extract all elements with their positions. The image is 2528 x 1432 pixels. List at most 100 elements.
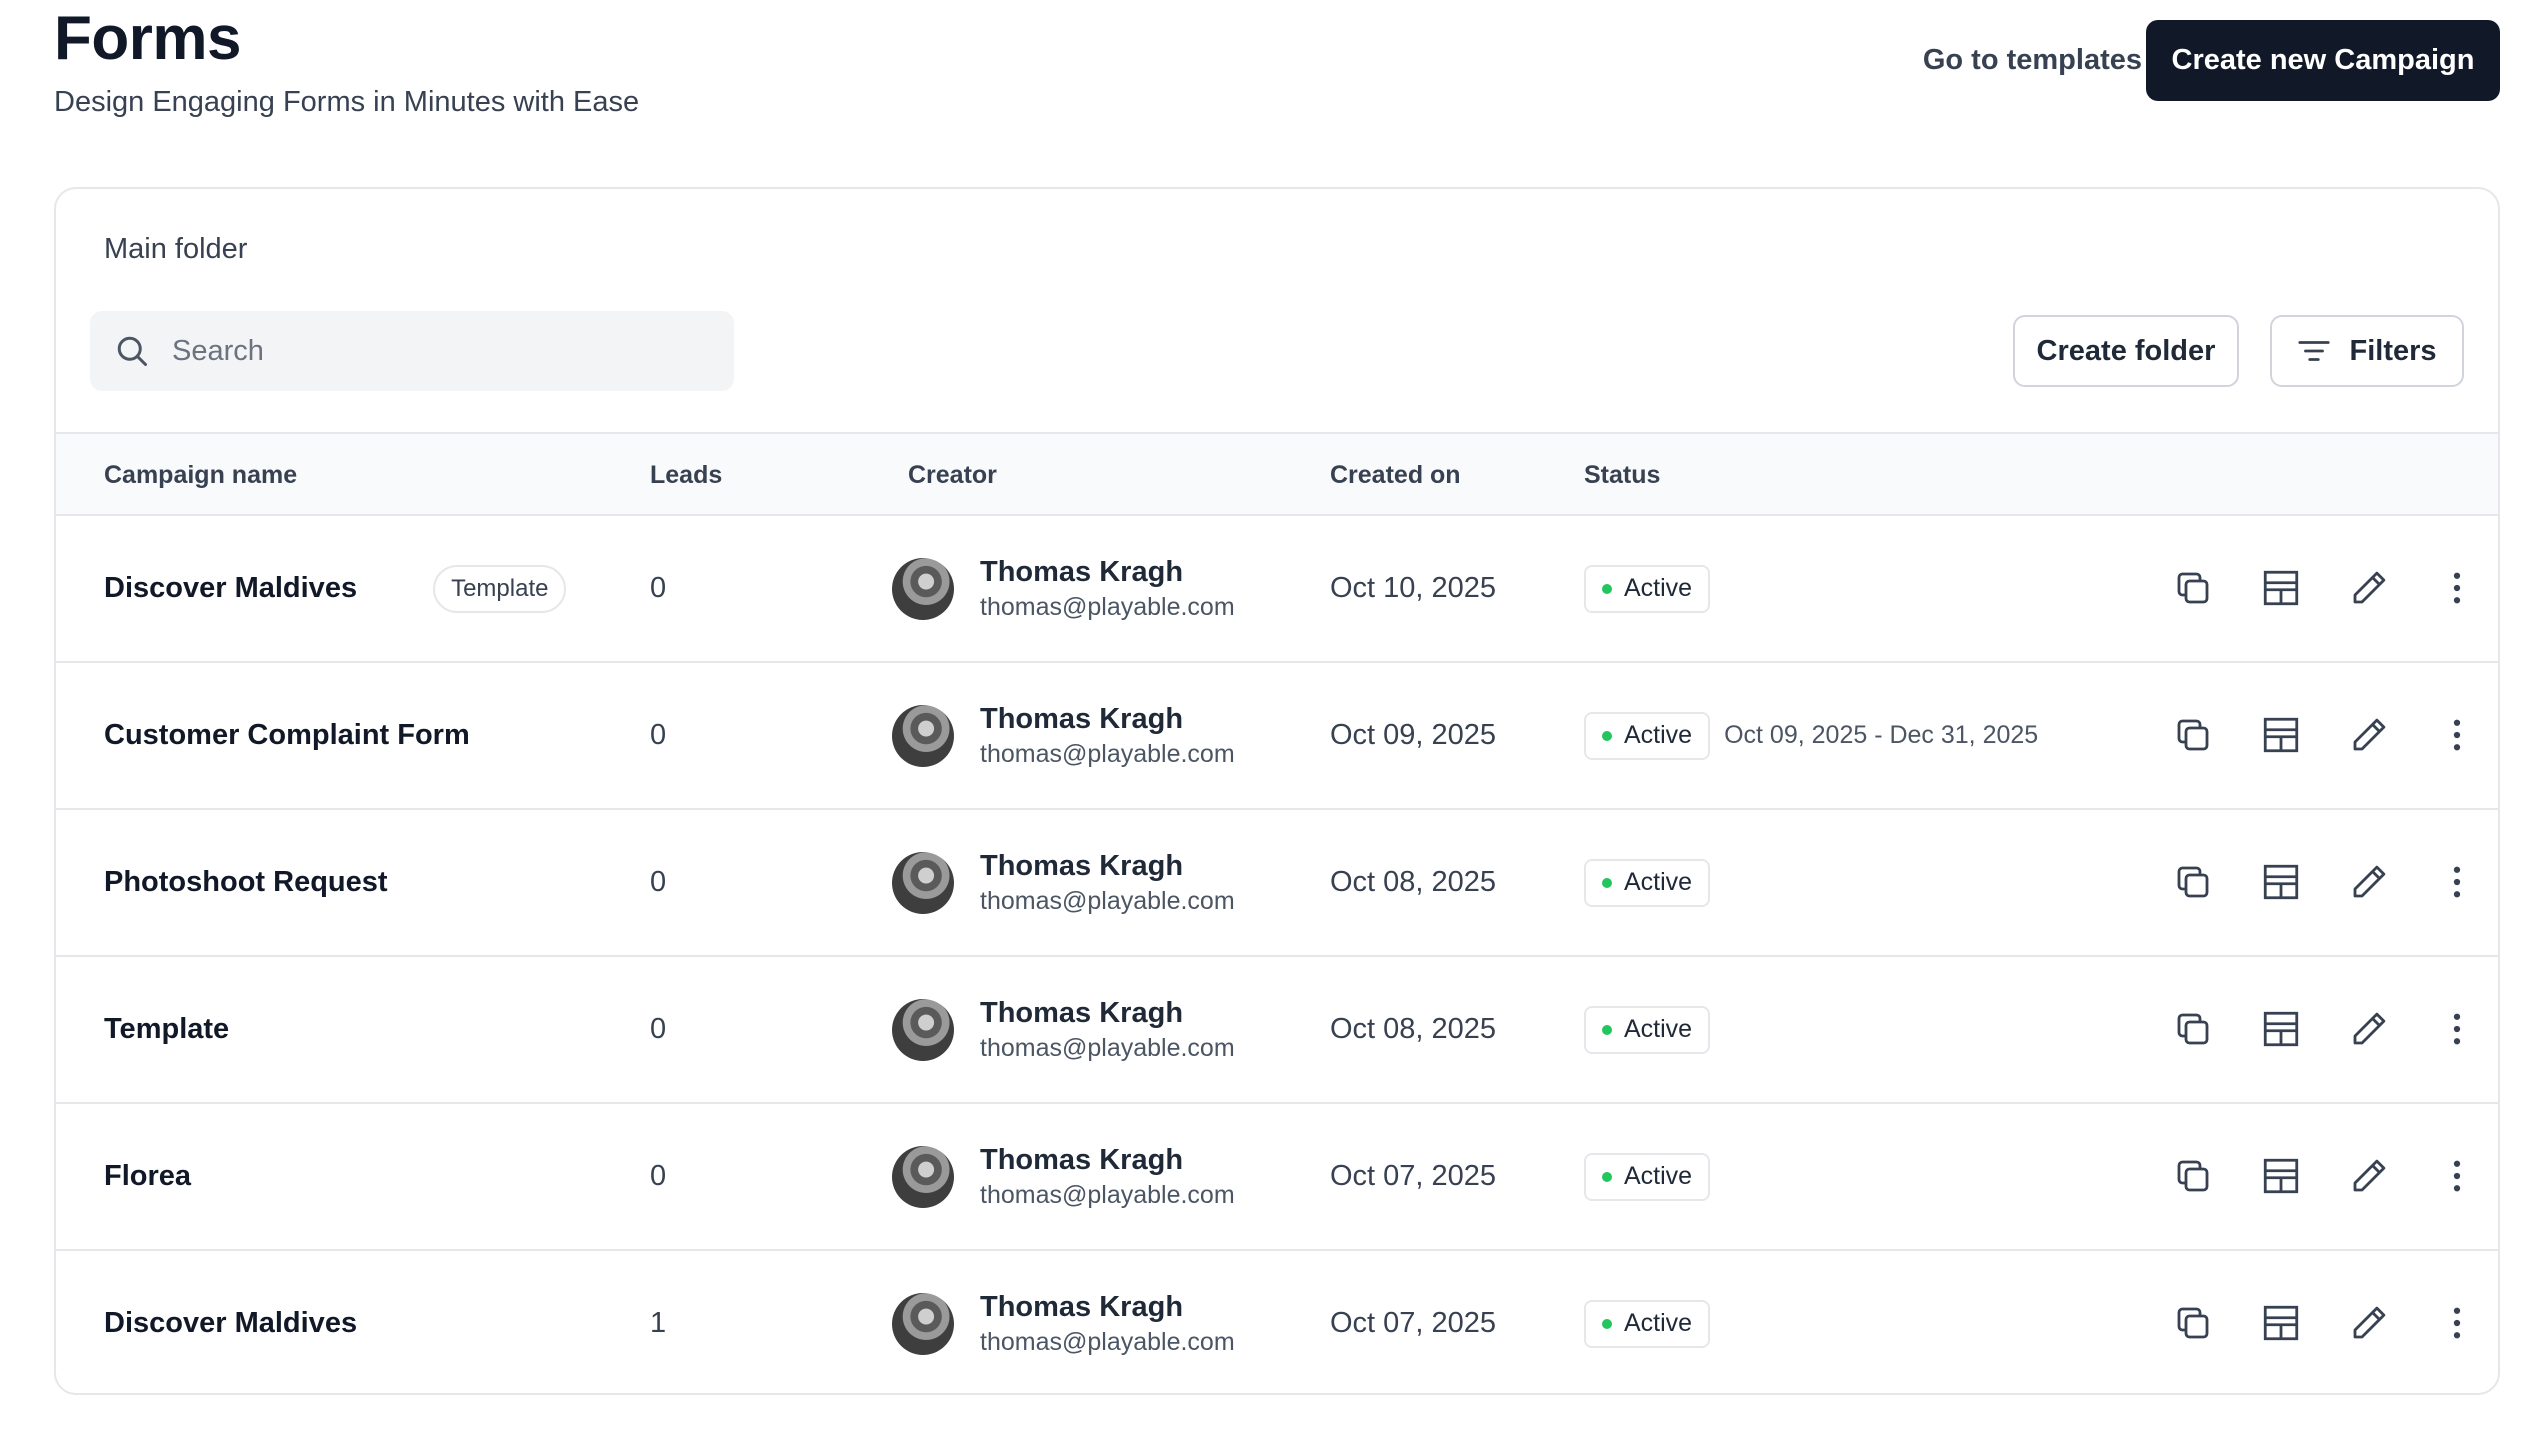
create-folder-button[interactable]: Create folder (2013, 315, 2239, 387)
status-cell: Active (1584, 516, 1711, 661)
table-row[interactable]: Customer Complaint Form 0 Thomas Kragh thom… (56, 663, 2498, 810)
creator-email: thomas@playable.com (980, 1327, 1235, 1356)
status-badge: Active (1584, 711, 1711, 760)
status-dot-icon (1602, 730, 1612, 741)
campaign-name-cell: Discover Maldives Template (104, 516, 567, 661)
more-vertical-button[interactable] (2436, 1009, 2478, 1051)
column-creator: Creator (908, 461, 997, 489)
layout-button[interactable] (2260, 568, 2302, 610)
pencil-button[interactable] (2348, 862, 2390, 904)
more-vertical-button[interactable] (2436, 1303, 2478, 1345)
search-input[interactable] (172, 334, 692, 368)
search-box[interactable] (90, 311, 734, 391)
created-on-date: Oct 08, 2025 (1330, 1013, 1497, 1045)
create-campaign-button[interactable]: Create new Campaign (2146, 20, 2500, 101)
layout-button[interactable] (2260, 862, 2302, 904)
pencil-icon (2348, 861, 2390, 906)
pencil-button[interactable] (2348, 568, 2390, 610)
copy-button[interactable] (2172, 862, 2214, 904)
creator-cell: Thomas Kragh thomas@playable.com (892, 810, 1235, 955)
campaign-name[interactable]: Discover Maldives (104, 1307, 358, 1339)
creator-cell: Thomas Kragh thomas@playable.com (892, 957, 1235, 1102)
go-to-templates-link[interactable]: Go to templates (1923, 38, 2142, 82)
copy-icon (2172, 567, 2214, 612)
creator-name: Thomas Kragh (980, 996, 1184, 1029)
status-cell: Active (1584, 1251, 1711, 1393)
campaign-name[interactable]: Photoshoot Request (104, 866, 388, 898)
status-badge: Active (1584, 1152, 1711, 1201)
creator-name: Thomas Kragh (980, 702, 1184, 735)
created-on-date: Oct 10, 2025 (1330, 572, 1497, 604)
status-cell: Active (1584, 957, 1711, 1102)
layout-button[interactable] (2260, 1009, 2302, 1051)
pencil-icon (2348, 1008, 2390, 1053)
creator-name: Thomas Kragh (980, 1143, 1184, 1176)
copy-button[interactable] (2172, 715, 2214, 757)
status-dot-icon (1602, 1024, 1612, 1035)
campaign-name-cell: Photoshoot Request (104, 810, 388, 955)
leads-count: 0 (650, 866, 667, 898)
status-badge: Active (1584, 1005, 1711, 1054)
created-on-date: Oct 07, 2025 (1330, 1307, 1497, 1339)
creator-email: thomas@playable.com (980, 1033, 1235, 1062)
copy-icon (2172, 861, 2214, 906)
creator-email: thomas@playable.com (980, 739, 1235, 768)
campaign-name[interactable]: Discover Maldives (104, 572, 358, 604)
campaign-name[interactable]: Florea (104, 1160, 192, 1192)
copy-button[interactable] (2172, 1156, 2214, 1198)
status-label: Active (1624, 574, 1693, 602)
layout-button[interactable] (2260, 1156, 2302, 1198)
pencil-button[interactable] (2348, 1303, 2390, 1345)
avatar (892, 557, 954, 620)
avatar (892, 1145, 954, 1208)
more-vertical-button[interactable] (2436, 715, 2478, 757)
copy-icon (2172, 1155, 2214, 1200)
more-vertical-button[interactable] (2436, 1156, 2478, 1198)
status-dot-icon (1602, 583, 1612, 594)
copy-button[interactable] (2172, 568, 2214, 610)
status-badge: Active (1584, 1299, 1711, 1348)
layout-button[interactable] (2260, 715, 2302, 757)
campaign-name[interactable]: Customer Complaint Form (104, 719, 470, 751)
campaign-name-cell: Discover Maldives (104, 1251, 358, 1393)
pencil-button[interactable] (2348, 1156, 2390, 1198)
status-badge: Active (1584, 858, 1711, 907)
status-label: Active (1624, 721, 1693, 749)
creator-email: thomas@playable.com (980, 592, 1235, 621)
creator-email: thomas@playable.com (980, 886, 1235, 915)
table-row[interactable]: Discover Maldives 1 Thomas Kragh thomas@pla… (56, 1251, 2498, 1393)
column-leads: Leads (650, 461, 723, 489)
layout-button[interactable] (2260, 1303, 2302, 1345)
creator-name: Thomas Kragh (980, 1290, 1184, 1323)
table-row[interactable]: Template 0 Thomas Kragh thomas@playable.com… (56, 957, 2498, 1104)
more-vertical-icon (2436, 714, 2478, 759)
create-folder-label: Create folder (2036, 334, 2216, 367)
table-row[interactable]: Photoshoot Request 0 Thomas Kragh thomas@pl… (56, 810, 2498, 957)
pencil-button[interactable] (2348, 715, 2390, 757)
more-vertical-button[interactable] (2436, 568, 2478, 610)
copy-icon (2172, 714, 2214, 759)
column-campaign-name: Campaign name (104, 461, 298, 489)
status-label: Active (1624, 1162, 1693, 1190)
pencil-icon (2348, 1302, 2390, 1347)
copy-icon (2172, 1302, 2214, 1347)
created-on-date: Oct 09, 2025 (1330, 719, 1497, 751)
table-row[interactable]: Discover Maldives Template 0 Thomas Kragh th… (56, 516, 2498, 663)
pencil-button[interactable] (2348, 1009, 2390, 1051)
copy-button[interactable] (2172, 1009, 2214, 1051)
copy-button[interactable] (2172, 1303, 2214, 1345)
page-title: Forms (54, 4, 241, 73)
folder-label: Main folder (104, 233, 248, 265)
search-icon (114, 333, 150, 369)
filters-button[interactable]: Filters (2270, 315, 2464, 387)
layout-icon (2260, 1008, 2302, 1053)
column-created-on: Created on (1330, 461, 1461, 489)
creator-name: Thomas Kragh (980, 555, 1184, 588)
status-label: Active (1624, 1309, 1693, 1337)
table-row[interactable]: Florea 0 Thomas Kragh thomas@playable.com Oc… (56, 1104, 2498, 1251)
more-vertical-button[interactable] (2436, 862, 2478, 904)
template-tag: Template (433, 564, 567, 613)
avatar (892, 704, 954, 767)
campaign-name[interactable]: Template (104, 1013, 230, 1045)
leads-count: 0 (650, 719, 667, 751)
